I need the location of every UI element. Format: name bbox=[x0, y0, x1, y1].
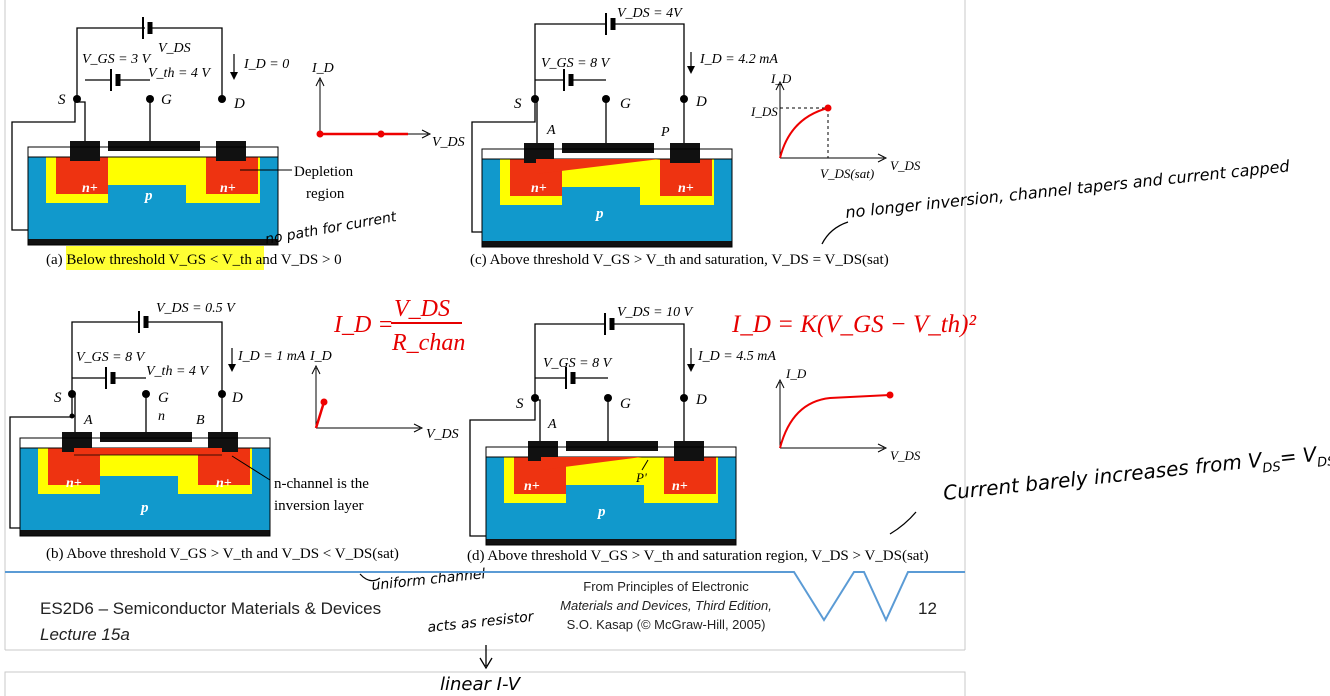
terminal-d-b: D bbox=[231, 390, 243, 406]
graph-b-ylabel: I_D bbox=[309, 349, 332, 364]
next-slide-edge bbox=[4, 671, 966, 696]
graph-d: I_D V_DS bbox=[775, 366, 921, 463]
eq-ohmic-lhs: I_D = bbox=[333, 312, 394, 338]
graph-a: I_D V_DS bbox=[311, 61, 465, 150]
annotation-acts-resistor: acts as resistor bbox=[427, 609, 536, 636]
graph-c-xlabel: V_DS bbox=[890, 158, 921, 173]
label-n-drain-b: n+ bbox=[216, 476, 232, 491]
footer-source-2: Materials and Devices, Third Edition, bbox=[560, 598, 772, 613]
label-vds-c: V_DS = 4V bbox=[617, 6, 683, 21]
label-n-source-b: n+ bbox=[66, 476, 82, 491]
channel-taper-c bbox=[536, 159, 660, 174]
equation-saturation: I_D = K(V_GS − V_th)² bbox=[731, 311, 976, 338]
label-p-c: p bbox=[594, 206, 604, 222]
eq-ohmic-den: R_chan bbox=[391, 330, 465, 356]
footer-course: ES2D6 – Semiconductor Materials & Device… bbox=[40, 599, 381, 618]
caption-a: (a) Below threshold V_GS < V_th and V_DS… bbox=[46, 252, 342, 268]
terminal-s-a: S bbox=[58, 92, 66, 108]
caption-c: (c) Above threshold V_GS > V_th and satu… bbox=[470, 252, 889, 268]
label-a-b: A bbox=[83, 413, 93, 428]
label-nchannel-1: n-channel is the bbox=[274, 476, 369, 492]
label-a-d: A bbox=[547, 417, 557, 432]
annotation-linear-iv: linear I-V bbox=[440, 674, 522, 695]
terminal-s-c: S bbox=[514, 96, 522, 112]
mosfet-a bbox=[27, 140, 279, 246]
label-vth-b: V_th = 4 V bbox=[146, 364, 209, 379]
footer-source-3: S.O. Kasap (© McGraw-Hill, 2005) bbox=[567, 617, 766, 632]
graph-d-xlabel: V_DS bbox=[890, 448, 921, 463]
terminal-s-d: S bbox=[516, 396, 524, 412]
terminal-g-a: G bbox=[161, 92, 172, 108]
panel-a: n+ n+ p S G D V_GS = 3 V V_th = 4 V V_DS… bbox=[11, 17, 465, 270]
panel-b: n+ n+ p S G D A n B V_GS = 8 V V_th = 4 … bbox=[9, 301, 459, 562]
panel-c: n+ n+ p S G D A P V_GS = 8 V V_DS = 4V I… bbox=[470, 6, 921, 268]
terminal-d-c: D bbox=[695, 94, 707, 110]
terminal-d-a: D bbox=[233, 96, 245, 112]
panel-d: n+ n+ p P' S G D A V_GS = 8 V V_DS = 10 … bbox=[467, 305, 929, 564]
caption-highlight-a bbox=[66, 246, 264, 270]
label-p-d: p bbox=[596, 504, 606, 520]
label-nchannel-2: inversion layer bbox=[274, 498, 364, 514]
graph-a-xlabel: V_DS bbox=[432, 135, 465, 150]
label-n-source-a: n+ bbox=[82, 181, 98, 196]
label-n-source-c: n+ bbox=[531, 181, 547, 196]
label-pprime-d: P' bbox=[635, 470, 647, 485]
channel-taper-d bbox=[541, 457, 642, 470]
footer: ES2D6 – Semiconductor Materials & Device… bbox=[5, 571, 965, 644]
label-depletion-2: region bbox=[306, 186, 345, 202]
label-vth-a: V_th = 4 V bbox=[148, 66, 211, 81]
label-vds-a: V_DS bbox=[158, 41, 191, 56]
label-id-b: I_D = 1 mA bbox=[237, 349, 306, 364]
label-b-b: B bbox=[196, 413, 205, 428]
graph-c: I_D V_DS I_DS V_DS(sat) bbox=[750, 71, 921, 181]
caption-d: (d) Above threshold V_GS > V_th and satu… bbox=[467, 548, 929, 564]
label-n-drain-c: n+ bbox=[678, 181, 694, 196]
annotation-current-barely: Current barely increases from VDS= VDS(s… bbox=[942, 437, 1330, 510]
label-p-a: p bbox=[143, 188, 153, 204]
label-n-drain-a: n+ bbox=[220, 181, 236, 196]
label-depletion-1: Depletion bbox=[294, 164, 354, 180]
label-id-d: I_D = 4.5 mA bbox=[697, 349, 776, 364]
annotation-uniform-channel: uniform channel bbox=[371, 566, 487, 594]
label-id-a: I_D = 0 bbox=[243, 57, 289, 72]
terminal-d-d: D bbox=[695, 392, 707, 408]
label-n-b: n bbox=[158, 409, 165, 424]
eq-ohmic-num: V_DS bbox=[394, 296, 450, 322]
terminal-s-b: S bbox=[54, 390, 62, 406]
channel-uniform-b bbox=[74, 448, 222, 455]
terminal-g-c: G bbox=[620, 96, 631, 112]
label-id-c: I_D = 4.2 mA bbox=[699, 52, 778, 67]
graph-a-ylabel: I_D bbox=[311, 61, 334, 76]
caption-b: (b) Above threshold V_GS > V_th and V_DS… bbox=[46, 546, 399, 562]
label-vds-b: V_DS = 0.5 V bbox=[156, 301, 236, 316]
footer-source-1: From Principles of Electronic bbox=[583, 579, 749, 594]
annotation-no-path: no path for current bbox=[264, 209, 398, 248]
label-vgs-b: V_GS = 8 V bbox=[76, 350, 146, 365]
footer-page-number: 12 bbox=[918, 599, 937, 618]
label-vgs-c: V_GS = 8 V bbox=[541, 56, 611, 71]
label-vgs-d: V_GS = 8 V bbox=[543, 356, 613, 371]
terminal-g-d: G bbox=[620, 396, 631, 412]
equation-ohmic: I_D = V_DS R_chan bbox=[333, 296, 465, 356]
footer-lecture: Lecture 15a bbox=[40, 625, 130, 644]
label-vgs-a: V_GS = 3 V bbox=[82, 52, 152, 67]
graph-b: I_D V_DS bbox=[309, 349, 459, 442]
graph-c-ylabel: I_D bbox=[770, 71, 792, 86]
label-vds-d: V_DS = 10 V bbox=[617, 305, 694, 320]
label-p-b: p bbox=[139, 500, 149, 516]
label-n-drain-d: n+ bbox=[672, 479, 688, 494]
label-n-source-d: n+ bbox=[524, 479, 540, 494]
terminal-g-b: G bbox=[158, 390, 169, 406]
graph-d-ylabel: I_D bbox=[785, 366, 807, 381]
graph-c-ids: I_DS bbox=[750, 104, 778, 119]
footer-line bbox=[5, 571, 965, 623]
graph-b-xlabel: V_DS bbox=[426, 427, 459, 442]
annotations: no path for current uniform channel acts… bbox=[264, 156, 1330, 695]
label-p-point-c: P bbox=[660, 125, 670, 140]
label-a-c: A bbox=[546, 123, 556, 138]
graph-c-vdssat: V_DS(sat) bbox=[820, 166, 874, 181]
